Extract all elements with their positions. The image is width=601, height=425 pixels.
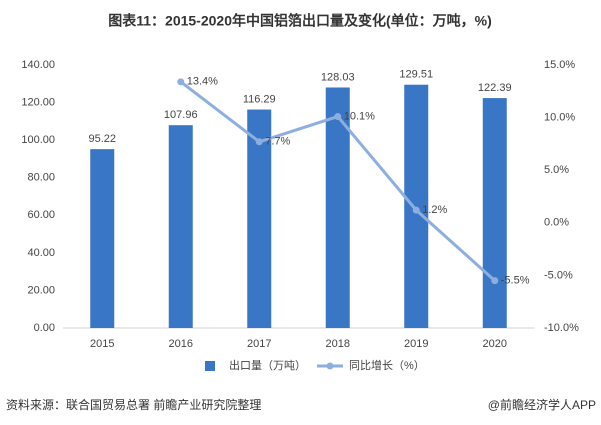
x-tick-label: 2017 — [247, 338, 271, 350]
y-tick-label: 120.00 — [21, 96, 55, 108]
line-value-label: 13.4% — [187, 76, 218, 88]
x-tick-label: 2019 — [404, 338, 428, 350]
legend-label: 同比增长（%） — [349, 358, 425, 372]
credit: @前瞻经济学人APP — [488, 397, 596, 412]
y-tick-label: 0.00 — [34, 322, 55, 334]
bar-value-label: 107.96 — [164, 109, 198, 121]
bar-value-label: 129.51 — [399, 69, 433, 81]
line-value-label: 1.2% — [422, 204, 447, 216]
line-point — [334, 113, 342, 121]
line-value-label: -5.5% — [501, 275, 530, 287]
y2-tick-label: 5.0% — [544, 164, 569, 176]
bar — [247, 109, 272, 329]
bar — [325, 87, 350, 328]
y-tick-label: 20.00 — [27, 284, 55, 296]
x-tick-label: 2018 — [326, 338, 350, 350]
y-tick-label: 140.00 — [21, 59, 55, 71]
bar-value-label: 128.03 — [321, 71, 355, 83]
y-tick-label: 40.00 — [27, 247, 55, 259]
y-tick-label: 100.00 — [21, 134, 55, 146]
line-value-label: 10.1% — [344, 110, 375, 122]
bar-value-label: 95.22 — [88, 133, 116, 145]
x-tick-label: 2016 — [169, 338, 193, 350]
y-tick-label: 60.00 — [27, 209, 55, 221]
y2-tick-label: 0.0% — [544, 217, 569, 229]
bar — [482, 98, 507, 329]
legend-swatch — [326, 362, 334, 370]
bar — [90, 149, 115, 328]
chart-title: 图表11：2015-2020年中国铝箔出口量及变化(单位：万吨，%) — [108, 13, 492, 29]
line-value-label: 7.7% — [265, 136, 290, 148]
legend-swatch — [205, 361, 215, 371]
x-tick-label: 2015 — [90, 338, 114, 350]
line-point — [491, 277, 499, 285]
line-point — [177, 78, 185, 86]
legend-label: 出口量（万吨） — [229, 358, 306, 372]
bar — [168, 125, 193, 329]
x-tick-label: 2020 — [483, 338, 507, 350]
y-tick-label: 80.00 — [27, 172, 55, 184]
bar-value-label: 116.29 — [243, 93, 276, 105]
line-point — [255, 138, 263, 146]
y2-tick-label: -10.0% — [544, 322, 579, 334]
source: 资料来源：联合国贸易总署 前瞻产业研究院整理 — [6, 397, 261, 412]
y2-tick-label: 15.0% — [544, 59, 575, 71]
bar-value-label: 122.39 — [478, 82, 512, 94]
y2-tick-label: 10.0% — [544, 112, 575, 124]
bar — [404, 84, 429, 329]
y2-tick-label: -5.0% — [544, 269, 573, 281]
line-point — [412, 206, 420, 214]
